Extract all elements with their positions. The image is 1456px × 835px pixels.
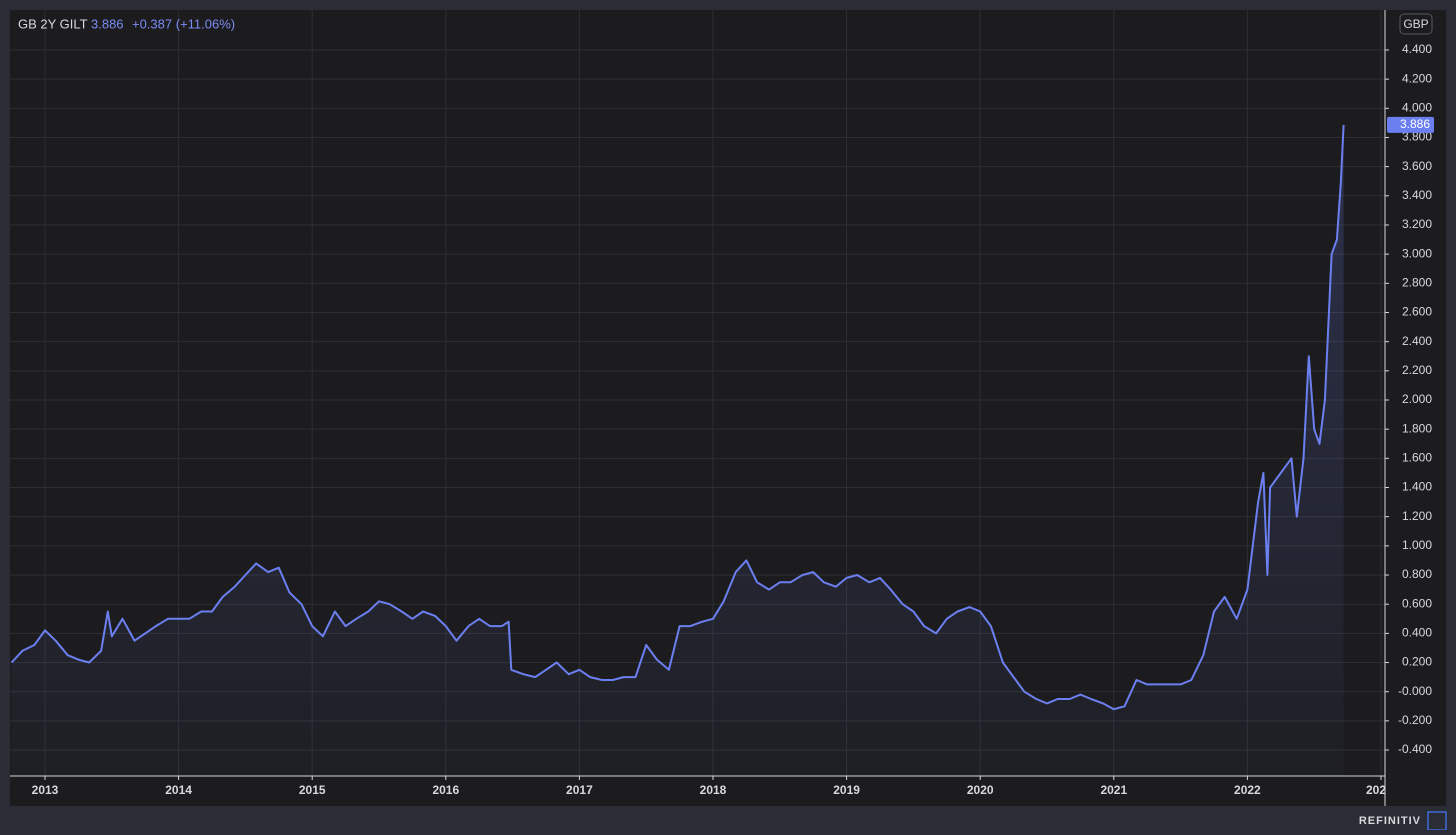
x-tick-label: 202 (1366, 783, 1386, 797)
y-tick-label: 0.200 (1402, 655, 1432, 669)
y-tick-label: 4.200 (1402, 71, 1432, 85)
y-tick-label: 3.800 (1402, 130, 1432, 144)
y-tick-label: 0.600 (1402, 596, 1432, 610)
y-tick-label: 3.000 (1402, 246, 1432, 260)
y-tick-label: 1.200 (1402, 509, 1432, 523)
price-tag (1387, 116, 1434, 133)
x-tick-label: 2015 (299, 783, 326, 797)
x-tick-label: 2017 (566, 783, 593, 797)
currency-label[interactable]: GBP (1403, 17, 1428, 31)
x-tick-label: 2019 (833, 783, 860, 797)
y-tick-label: 2.800 (1402, 275, 1432, 289)
x-tick-label: 2022 (1234, 783, 1261, 797)
y-tick-label: -0.200 (1398, 713, 1432, 727)
y-tick-label: 4.000 (1402, 100, 1432, 114)
y-tick-label: 2.600 (1402, 305, 1432, 319)
x-tick-label: 2021 (1100, 783, 1127, 797)
y-tick-label: 3.200 (1402, 217, 1432, 231)
y-tick-label: 1.800 (1402, 421, 1432, 435)
line (10, 124, 1345, 711)
y-tick-label: 2.400 (1402, 334, 1432, 348)
labels: 4.400 4.200 4.000 3.800 3.600 3.400 3.200 3.000… (32, 42, 1434, 797)
y-tick-label: 3.600 (1402, 159, 1432, 173)
brand: REFINITIV (1359, 815, 1421, 827)
x-tick-label: 2013 (32, 783, 59, 797)
y-tick-label: 3.400 (1402, 188, 1432, 202)
last-value: 3.886 (91, 16, 124, 31)
instrument-title: GB 2Y GILT (18, 16, 88, 31)
y-tick-label: 2.000 (1402, 392, 1432, 406)
y-tick-label: 1.000 (1402, 538, 1432, 552)
area (11, 124, 1344, 776)
y-tick-label: 1.600 (1402, 451, 1432, 465)
y-tick-label: 0.400 (1402, 626, 1432, 640)
x-tick-label: 2018 (700, 783, 727, 797)
y-tick-label: 2.200 (1402, 363, 1432, 377)
currency-button[interactable] (1399, 13, 1433, 35)
x-tick-label: 2014 (165, 783, 192, 797)
y-tick-label: 0.800 (1402, 567, 1432, 581)
y-tick-label: -0.000 (1398, 684, 1432, 698)
x-tick-label: 2020 (967, 783, 994, 797)
y-tick-label: 4.400 (1402, 42, 1432, 56)
price-tag-label: 3.886 (1400, 117, 1430, 131)
y-tick-label: -0.400 (1398, 742, 1432, 756)
y-tick-label: 1.400 (1402, 480, 1432, 494)
x-tick-label: 2016 (432, 783, 459, 797)
plot (10, 124, 1345, 776)
change-label: +0.387 (+11.06%) (132, 16, 235, 31)
